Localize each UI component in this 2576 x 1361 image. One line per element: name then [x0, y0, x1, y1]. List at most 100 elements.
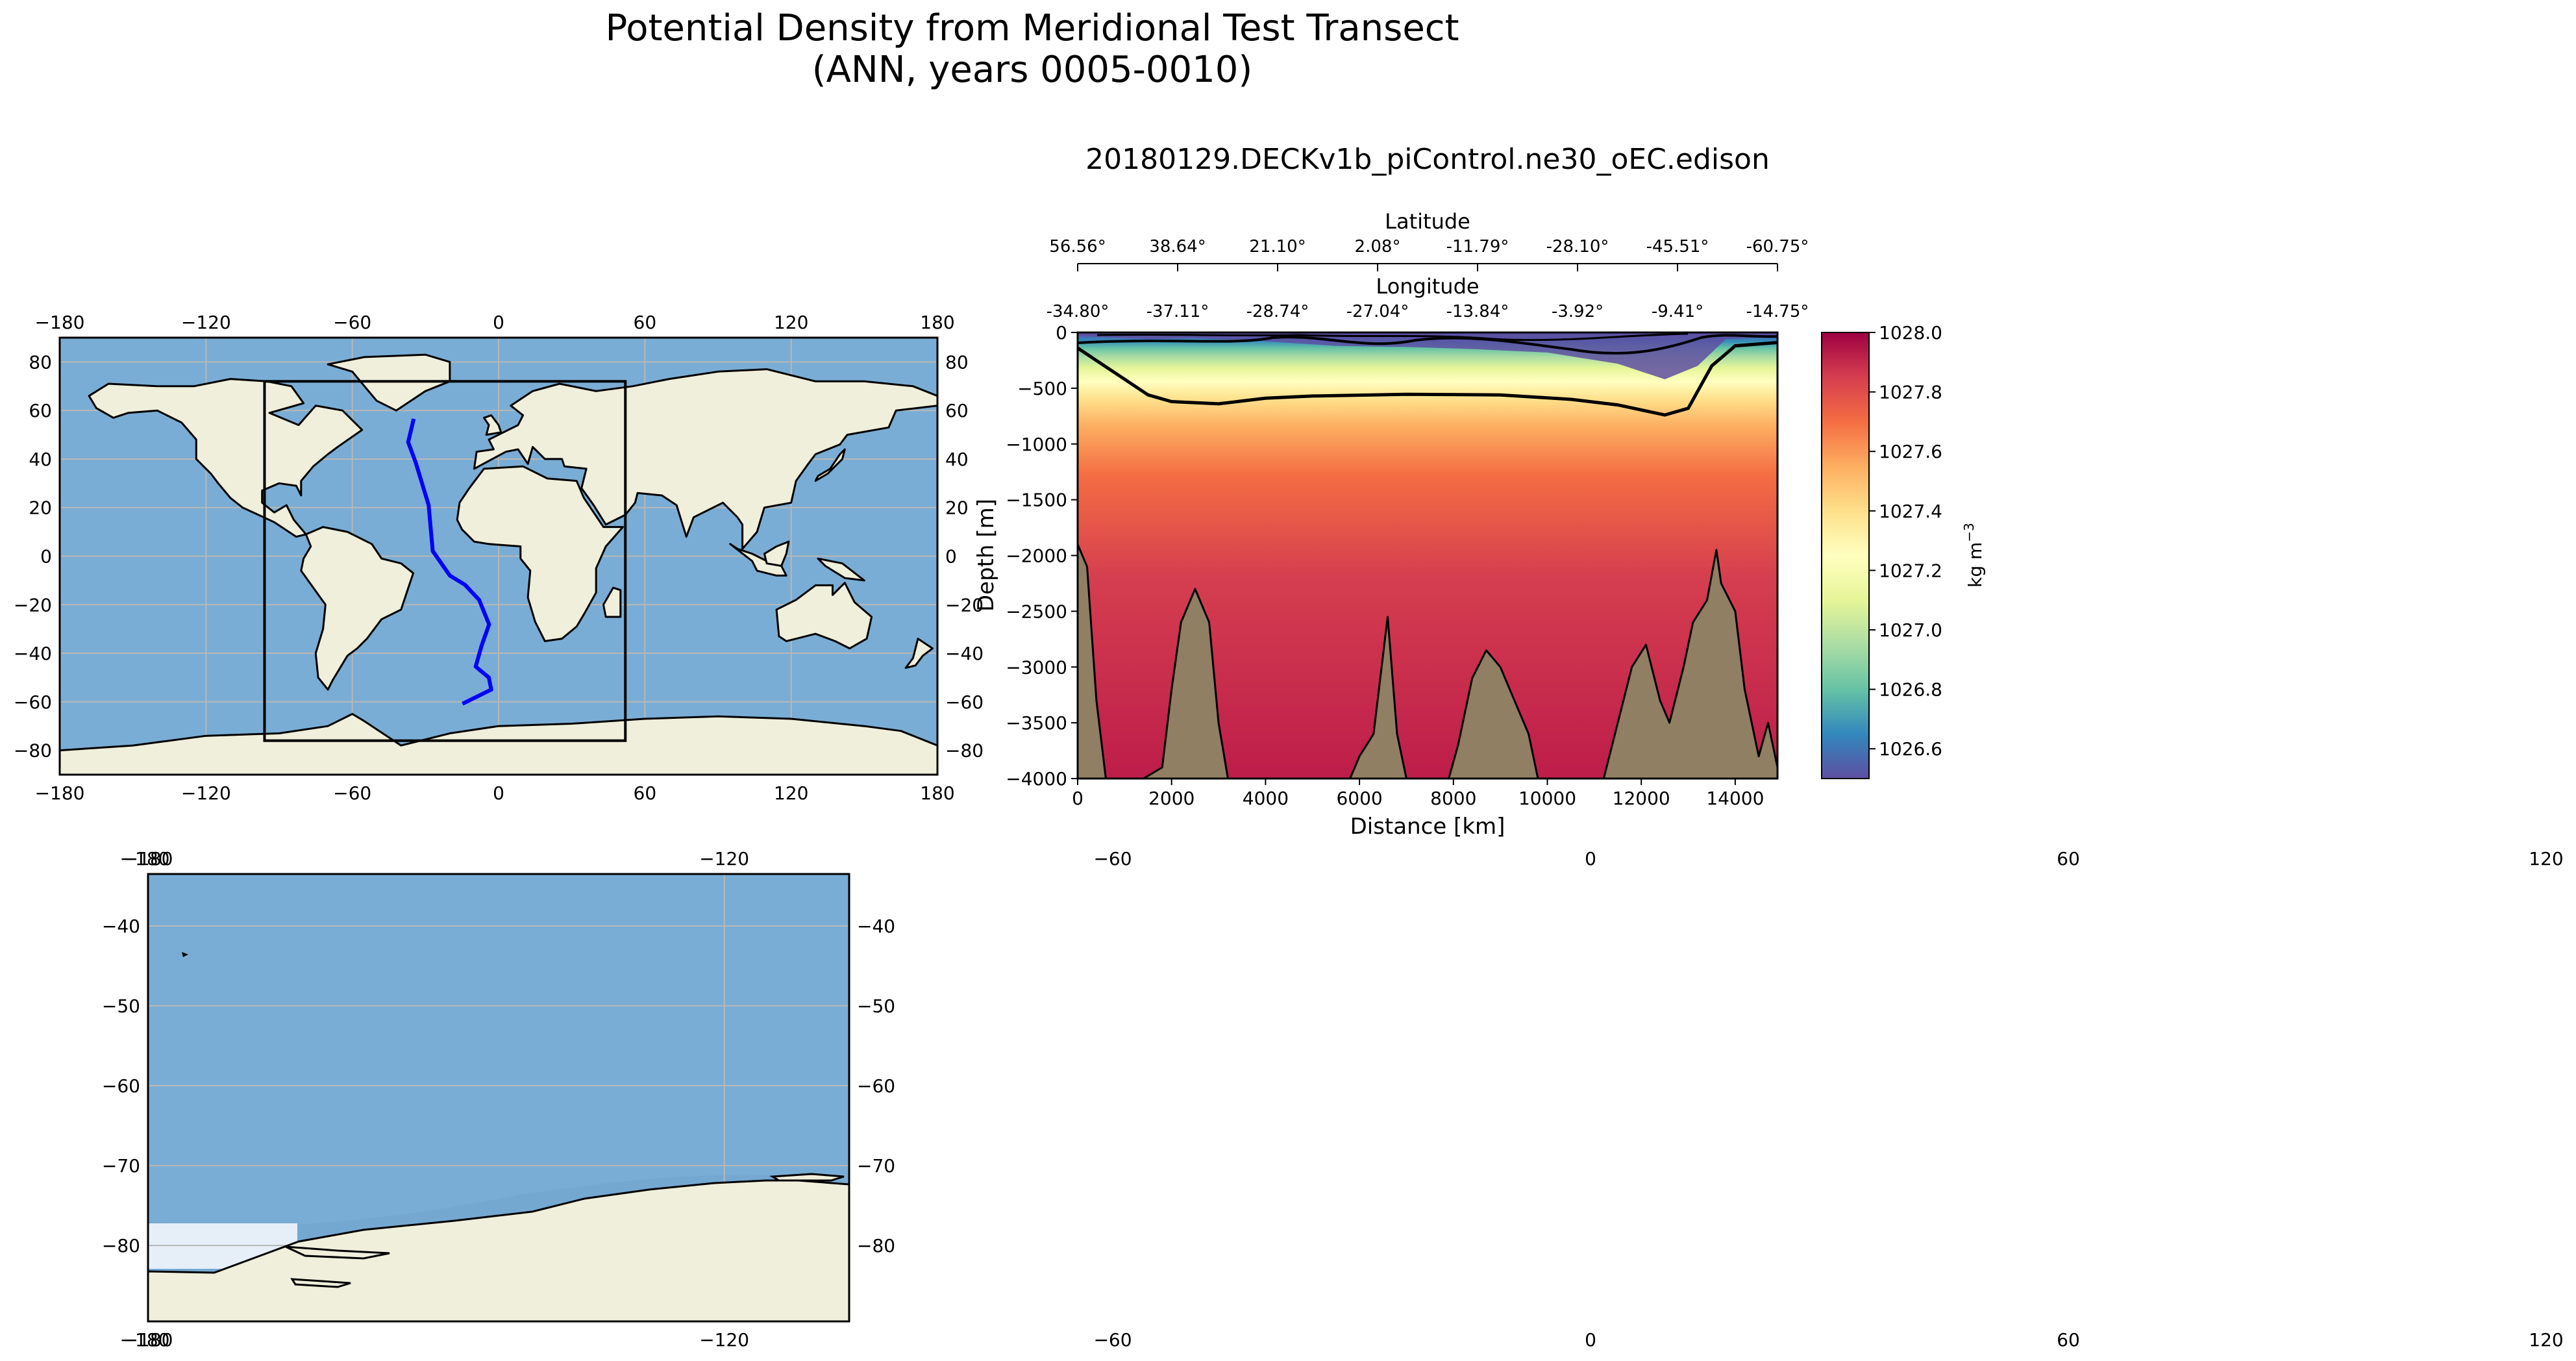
- y-axis-label: Depth [m]: [973, 499, 999, 612]
- ice-tongue: [285, 1245, 390, 1260]
- lat-tick-right: −20: [945, 594, 984, 616]
- longitude-ticks: -34.80° -37.11° -28.74° -27.04° -13.84° -3.92…: [1046, 302, 1809, 321]
- lon-tick-top: 0: [493, 312, 504, 333]
- y-tick-label: −4000: [1006, 768, 1067, 790]
- land-new-zealand: [904, 638, 934, 669]
- lat-tick-right: 40: [945, 449, 969, 470]
- zoom-stray-tick-top: −60: [1093, 848, 1132, 869]
- colorbar-tick-label: 1026.6: [1879, 738, 1942, 760]
- zoom-stray-tick-top: 120: [2529, 848, 2563, 869]
- lat-tick-label: 38.64°: [1149, 237, 1206, 256]
- y-tick-label: −3500: [1006, 712, 1067, 734]
- land-south-america: [300, 526, 415, 691]
- global-map: −180 −180 −120 −120 −60 −60 0 0 60 60 120 120 180 180…: [14, 312, 984, 804]
- coastal-island: [769, 1173, 845, 1182]
- transect-region-box: [263, 380, 627, 742]
- colorbar-label: kg m−3: [1961, 523, 1986, 588]
- land-indonesia: [729, 543, 787, 577]
- lat-tick-right: 20: [945, 497, 969, 519]
- transect-axis-ticks: 0 2000 4000 6000 8000 10000 12000 14000 0 −500 −10…: [1006, 322, 1764, 809]
- zoom-lat-tick-right: −50: [857, 995, 895, 1017]
- lat-tick-left: 60: [29, 400, 52, 421]
- zoom-lon-tick-overlap: −180: [120, 1329, 170, 1351]
- land-north-america: [88, 378, 364, 538]
- land-australia: [775, 582, 873, 650]
- lat-tick-label: 21.10°: [1249, 237, 1306, 256]
- zoom-lon-tick-top: −120: [699, 848, 749, 869]
- lon-tick-bottom: 120: [774, 782, 808, 804]
- figure-title-line1: Potential Density from Meridional Test T…: [605, 7, 1459, 49]
- lon-tick-label: -3.92°: [1552, 302, 1604, 321]
- land-borneo: [763, 540, 790, 567]
- y-tick-label: −2500: [1006, 601, 1067, 622]
- lon-tick-bottom: 0: [493, 782, 504, 804]
- lon-tick-top: −60: [333, 312, 371, 333]
- colorbar-tick-label: 1027.4: [1879, 501, 1942, 522]
- zoom-map-frame: [147, 873, 850, 1323]
- transect-title: 20180129.DECKv1b_piControl.ne30_oEC.edis…: [1085, 143, 1770, 176]
- zoom-lat-tick-right: −60: [857, 1075, 895, 1097]
- zoom-lat-tick-left: −80: [102, 1235, 140, 1256]
- lat-tick-left: 0: [40, 546, 52, 568]
- y-tick-label: −2000: [1006, 545, 1067, 567]
- lat-tick-label: -60.75°: [1746, 237, 1809, 256]
- land-new-guinea: [817, 557, 865, 582]
- zoom-lat-tick-left: −50: [102, 995, 140, 1017]
- bathymetry: [1078, 543, 1777, 779]
- lat-tick-left: −80: [14, 740, 52, 762]
- lat-tick-right: 80: [945, 351, 969, 373]
- x-tick-label: 4000: [1243, 788, 1289, 809]
- lon-tick-top: −120: [181, 312, 231, 333]
- lon-tick-bottom: −60: [333, 782, 371, 804]
- latitude-axis-label: Latitude: [1385, 209, 1470, 234]
- y-tick-label: 0: [1056, 322, 1067, 343]
- colorbar-tick-label: 1027.6: [1879, 441, 1942, 462]
- lon-tick-top: −180: [35, 312, 85, 333]
- x-tick-label: 14000: [1706, 788, 1764, 809]
- x-tick-label: 2000: [1148, 788, 1195, 809]
- map-frame: [58, 336, 939, 776]
- zoom-lon-tick-bottom: −120: [699, 1329, 749, 1351]
- coastal-island: [290, 1278, 351, 1288]
- lon-tick-bottom: 60: [634, 782, 657, 804]
- lon-tick-bottom: −120: [181, 782, 231, 804]
- lon-tick-bottom: 180: [920, 782, 954, 804]
- lat-tick-left: −60: [14, 692, 52, 713]
- map-tick-labels: −180 −180 −120 −120 −60 −60 0 0 60 60 120 120 180 180…: [14, 312, 984, 804]
- lon-tick-label: -14.75°: [1746, 302, 1809, 321]
- lat-tick-label: -11.79°: [1446, 237, 1509, 256]
- lat-tick-left: 40: [29, 449, 52, 470]
- lat-tick-label: 2.08°: [1355, 237, 1401, 256]
- lat-tick-right: −80: [945, 740, 984, 762]
- zoom-lat-tick-left: −40: [102, 916, 140, 937]
- lat-tick-left: 80: [29, 351, 52, 373]
- x-tick-label: 0: [1072, 788, 1084, 809]
- transect-path: [406, 418, 493, 706]
- lat-tick-left: −40: [14, 643, 52, 664]
- transect-section: 20180129.DECKv1b_piControl.ne30_oEC.edis…: [973, 143, 1986, 840]
- land-africa: [456, 465, 624, 642]
- land-eurasia: [473, 368, 937, 550]
- zoom-stray-tick-bottom: 120: [2529, 1329, 2563, 1351]
- figure-title-line2: (ANN, years 0005-0010): [811, 49, 1253, 91]
- zoom-tick-labels: −180−180−120−120−180−180−60−600060601201…: [102, 848, 2564, 1351]
- lon-tick-bottom: −180: [35, 782, 85, 804]
- colorbar-tick-label: 1028.0: [1879, 322, 1942, 343]
- latitude-ticks: 56.56° 38.64° 21.10° 2.08° -11.79° -28.10° -45…: [1049, 237, 1809, 271]
- density-contour: [1096, 332, 1689, 342]
- lat-tick-left: −20: [14, 594, 52, 616]
- x-tick-label: 6000: [1336, 788, 1382, 809]
- zoom-stray-tick-top: 0: [1585, 848, 1596, 869]
- zoom-lat-tick-right: −70: [857, 1155, 895, 1177]
- zoom-lat-tick-right: −40: [857, 916, 895, 937]
- land-japan: [814, 448, 846, 482]
- land-antarctica: [60, 713, 937, 775]
- lat-tick-right: −60: [945, 692, 984, 713]
- colorbar-tick-label: 1027.8: [1879, 382, 1942, 403]
- zoom-lat-tick-left: −60: [102, 1075, 140, 1097]
- y-tick-label: −500: [1017, 378, 1067, 399]
- lat-tick-label: -28.10°: [1546, 237, 1609, 256]
- zoom-lon-tick-overlap: −180: [120, 848, 170, 869]
